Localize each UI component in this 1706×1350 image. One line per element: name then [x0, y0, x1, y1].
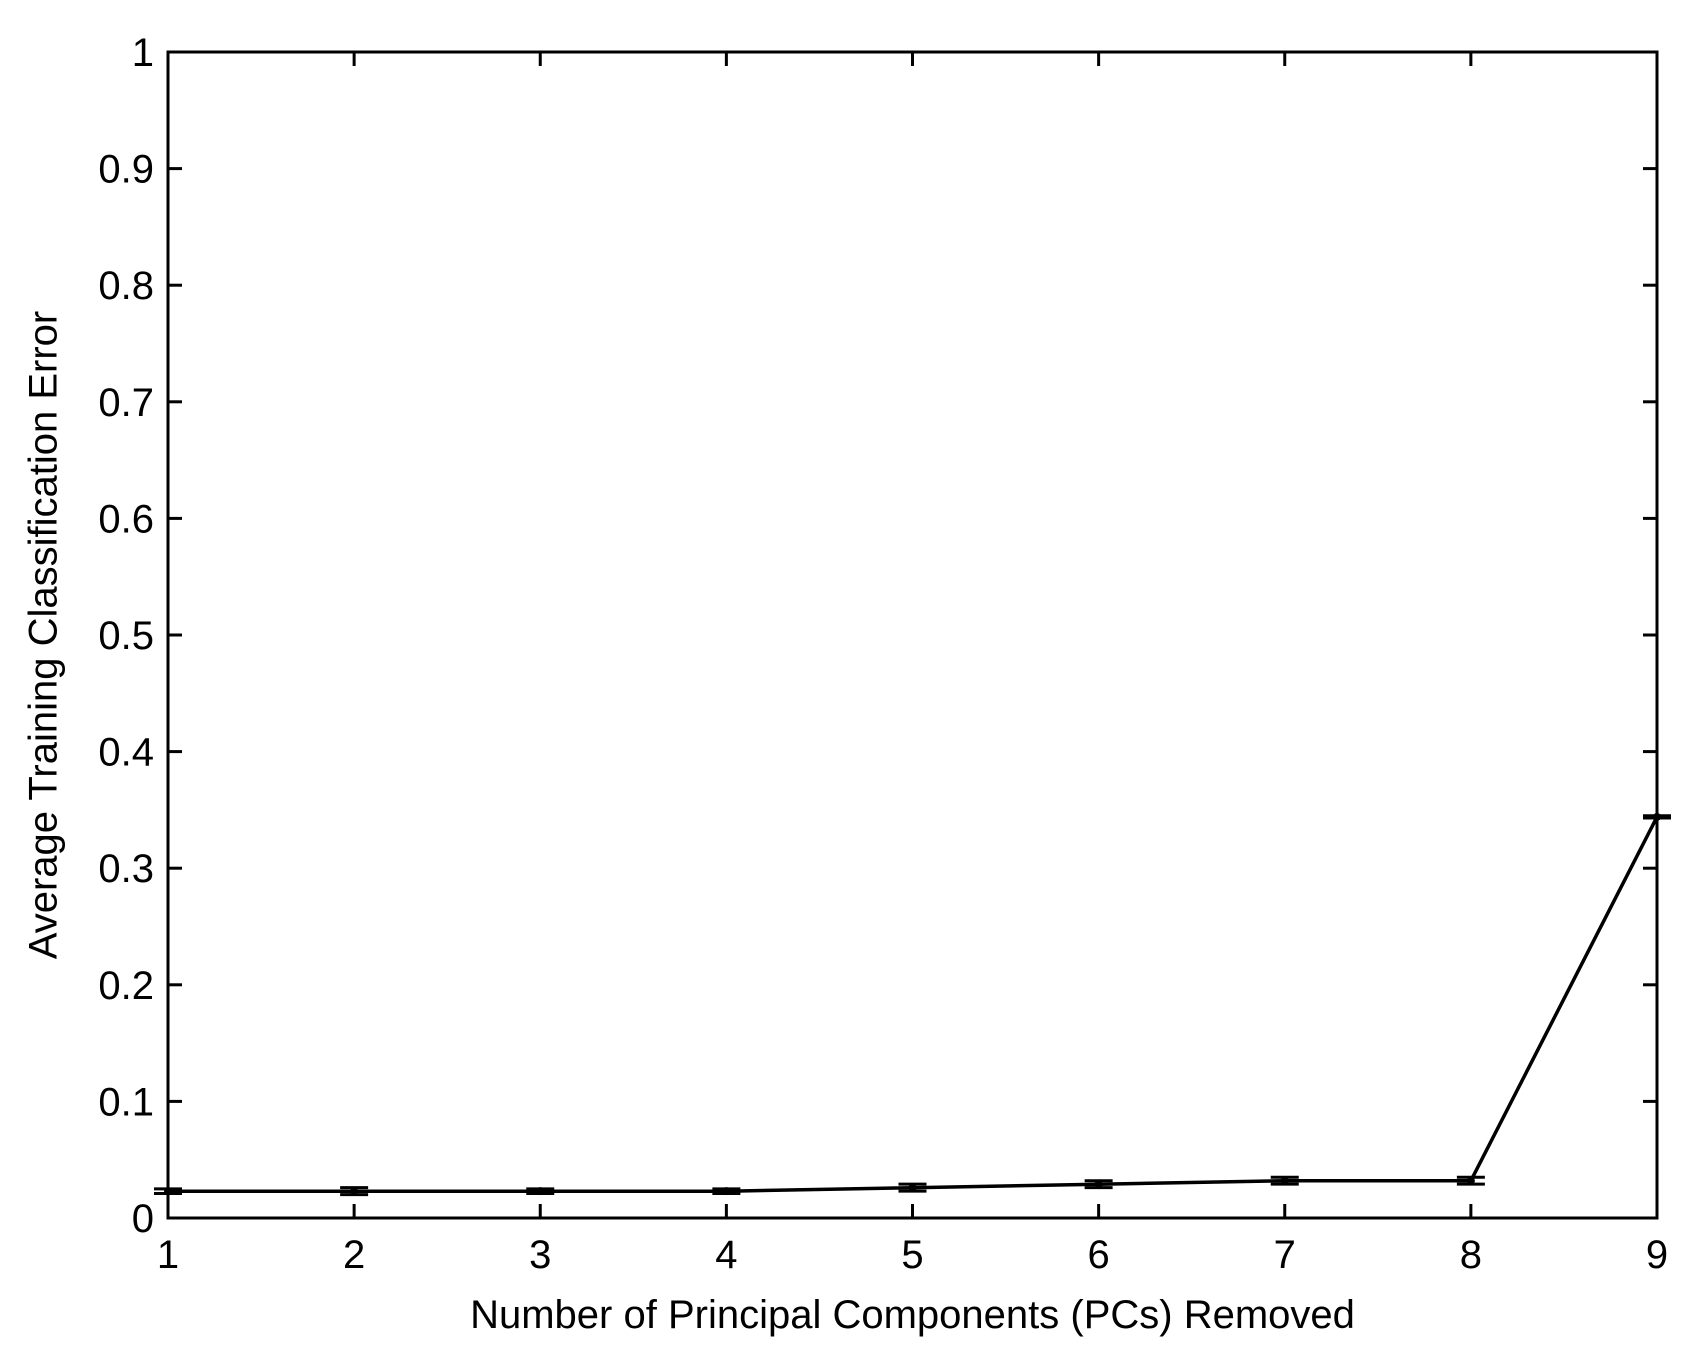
data-point [1456, 1175, 1485, 1186]
point-marker [536, 1187, 545, 1196]
point-marker [1466, 1176, 1475, 1185]
y-tick-label: 0.2 [98, 964, 154, 1008]
y-tick-label: 0.5 [98, 614, 154, 658]
x-axis: 1 2 3 4 5 6 7 8 9 [157, 52, 1668, 1277]
data-point [1270, 1175, 1299, 1186]
y-tick-label: 0 [132, 1197, 154, 1241]
y-tick-label: 0.6 [98, 497, 154, 541]
data-point [1084, 1179, 1113, 1190]
y-tick-label: 0.3 [98, 847, 154, 891]
y-tick-label: 0.7 [98, 381, 154, 425]
x-tick-label: 5 [901, 1233, 923, 1277]
y-axis-title: Average Training Classification Error [22, 311, 66, 959]
point-marker [1653, 812, 1661, 821]
y-tick-label: 0.4 [98, 731, 154, 775]
point-marker [722, 1187, 731, 1196]
point-marker [164, 1187, 172, 1196]
plot-area [166, 50, 1659, 1220]
y-tick-label: 1 [132, 31, 154, 75]
data-point [154, 1187, 182, 1196]
x-axis-title: Number of Principal Components (PCs) Rem… [470, 1293, 1355, 1337]
data-point [1643, 812, 1671, 821]
data-point [712, 1187, 741, 1196]
x-tick-label: 4 [715, 1233, 737, 1277]
x-tick-label: 3 [529, 1233, 551, 1277]
data-point [340, 1186, 369, 1197]
point-marker [350, 1187, 359, 1196]
y-tick-label: 0.9 [98, 148, 154, 192]
x-tick-label: 2 [343, 1233, 365, 1277]
point-marker [1280, 1176, 1289, 1185]
x-tick-label: 7 [1274, 1233, 1296, 1277]
y-axis: 0 0.1 0.2 0.3 0.4 0.5 0.6 0.7 0.8 0.9 1 [98, 31, 1657, 1241]
x-tick-label: 6 [1088, 1233, 1110, 1277]
y-tick-label: 0.8 [98, 264, 154, 308]
x-tick-label: 8 [1460, 1233, 1482, 1277]
point-marker [908, 1183, 917, 1192]
data-point [526, 1187, 555, 1196]
x-tick-label: 1 [157, 1233, 179, 1277]
plot-frame [166, 50, 1659, 1220]
series-line [168, 816, 1659, 1193]
point-marker [1094, 1180, 1103, 1189]
y-tick-label: 0.1 [98, 1080, 154, 1124]
series-layer [154, 812, 1671, 1197]
x-tick-label: 9 [1646, 1233, 1668, 1277]
data-point [898, 1182, 927, 1193]
